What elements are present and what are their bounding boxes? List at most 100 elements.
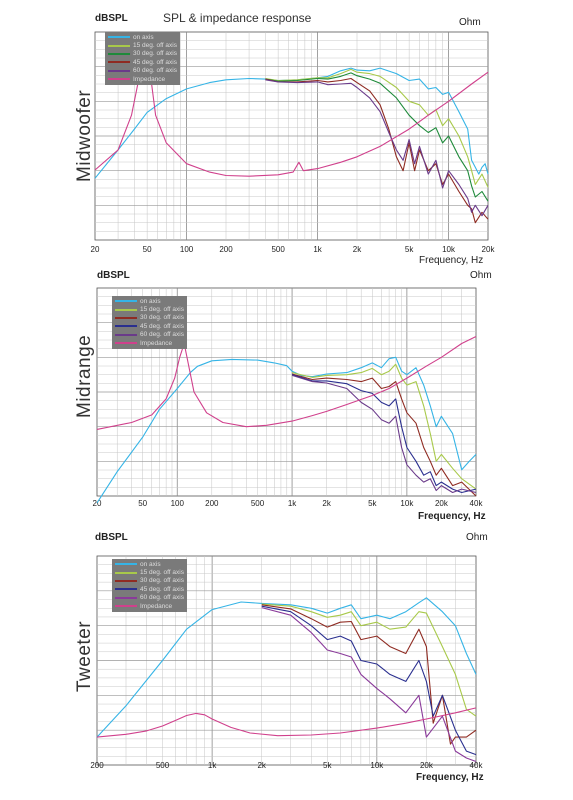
legend-item: 15 deg. off axis [115, 568, 184, 576]
series-line-30-deg-off-axis [261, 604, 477, 745]
legend-swatch [115, 571, 137, 574]
series-line-45-deg-off-axis [261, 605, 477, 756]
tweeter-plot: 200 500 1k 2k 5k 10k 20k 40k [90, 555, 484, 770]
x-tick-label: 20k [420, 761, 434, 770]
series-line-60-deg-off-axis [265, 79, 489, 217]
legend-item: on axis [115, 560, 184, 568]
x-tick-label: 1k [313, 245, 322, 254]
series-group [96, 336, 477, 504]
x-axis-label: Frequency, Hz [418, 511, 486, 522]
legend-item: 15 deg. off axis [108, 41, 177, 49]
legend: on axis 15 deg. off axis 30 deg. off axis 4… [112, 559, 187, 613]
series-line-45-deg-off-axis [291, 374, 477, 494]
x-tick-label: 2k [322, 499, 331, 508]
legend-swatch [108, 69, 130, 72]
x-tick-label: 50 [143, 245, 152, 254]
y-unit-right: Ohm [470, 270, 492, 281]
x-tick-label: 40k [470, 499, 484, 508]
legend-label: on axis [140, 560, 161, 568]
x-tick-label: 100 [180, 245, 194, 254]
legend-swatch [115, 579, 137, 582]
series-line-impedance [96, 336, 477, 430]
legend-item: 60 deg. off axis [115, 594, 184, 602]
legend-label: 45 deg. off axis [133, 58, 177, 66]
x-tick-label: 100 [171, 499, 185, 508]
y-unit-left: dBSPL [95, 13, 128, 24]
legend-item: 45 deg. off axis [115, 322, 184, 330]
legend-label: 30 deg. off axis [133, 50, 177, 58]
legend-item: 60 deg. off axis [115, 331, 184, 339]
tweeter-panel: dBSPL Ohm Tweeter 200 500 1k 2k 5k 10k 20k 40k … [0, 530, 573, 800]
legend-label: 30 deg. off axis [140, 314, 184, 322]
series-line-30-deg-off-axis [291, 373, 477, 497]
legend-label: 15 deg. off axis [133, 42, 177, 50]
legend-item: 60 deg. off axis [108, 67, 177, 75]
x-tick-label: 2k [353, 245, 362, 254]
x-tick-label: 20 [91, 245, 100, 254]
legend-item: 15 deg. off axis [115, 305, 184, 313]
y-unit-right: Ohm [466, 532, 488, 543]
y-unit-left: dBSPL [97, 270, 130, 281]
legend-swatch [115, 333, 137, 336]
legend-label: 15 deg. off axis [140, 569, 184, 577]
series-group [96, 597, 477, 763]
legend-item: on axis [115, 297, 184, 305]
legend-swatch [115, 300, 137, 303]
x-tick-label: 10k [442, 245, 456, 254]
legend-item: 30 deg. off axis [115, 314, 184, 322]
legend-swatch [115, 605, 137, 608]
legend-label: 45 deg. off axis [140, 322, 184, 330]
legend-item: 45 deg. off axis [115, 585, 184, 593]
legend-item: 30 deg. off axis [108, 50, 177, 58]
series-group [94, 38, 489, 224]
legend-item: Impedance [108, 75, 177, 83]
x-tick-label: 500 [156, 761, 170, 770]
x-tick-label: 5k [368, 499, 377, 508]
x-axis-label: Frequency, Hz [419, 255, 484, 266]
x-tick-label: 500 [251, 499, 265, 508]
legend: on axis 15 deg. off axis 30 deg. off axis 4… [112, 296, 187, 350]
legend-swatch [115, 316, 137, 319]
x-tick-label: 20 [93, 499, 102, 508]
x-tick-label: 500 [271, 245, 285, 254]
series-line-30-deg-off-axis [265, 72, 489, 202]
midwoofer-panel: dBSPL SPL & impedance response Ohm Midwo… [0, 0, 573, 268]
legend-item: Impedance [115, 602, 184, 610]
legend-item: 45 deg. off axis [108, 58, 177, 66]
legend-swatch [108, 44, 130, 47]
y-unit-left: dBSPL [95, 532, 128, 543]
series-line-60-deg-off-axis [291, 374, 477, 494]
x-tick-label: 200 [219, 245, 233, 254]
legend-label: Impedance [133, 75, 166, 83]
x-tick-label: 40k [470, 761, 484, 770]
legend-swatch [115, 325, 137, 328]
legend-label: on axis [140, 297, 161, 305]
x-tick-label: 20k [482, 245, 496, 254]
series-line-15-deg-off-axis [291, 363, 477, 490]
legend-item: on axis [108, 33, 177, 41]
legend-item: Impedance [115, 339, 184, 347]
series-line-60-deg-off-axis [261, 607, 477, 763]
series-line-45-deg-off-axis [265, 77, 489, 224]
legend-swatch [108, 61, 130, 64]
x-tick-label: 2k [257, 761, 266, 770]
y-unit-right: Ohm [459, 17, 481, 28]
series-line-15-deg-off-axis [265, 68, 489, 188]
series-line-on-axis [96, 356, 477, 504]
chart-title: SPL & impedance response [163, 11, 312, 25]
x-tick-label: 1k [208, 761, 217, 770]
x-tick-label: 200 [205, 499, 219, 508]
legend-swatch [108, 36, 130, 39]
x-tick-label: 1k [288, 499, 297, 508]
legend-swatch [108, 52, 130, 55]
legend-swatch [115, 588, 137, 591]
series-line-impedance [96, 707, 477, 738]
x-tick-label: 200 [90, 761, 104, 770]
legend-label: on axis [133, 33, 154, 41]
legend-label: 30 deg. off axis [140, 577, 184, 585]
series-line-on-axis [94, 67, 489, 179]
x-tick-label: 5k [323, 761, 332, 770]
midwoofer-plot: 20 50 100 200 500 1k 2k 5k 10k 20k [91, 31, 496, 254]
legend-swatch [115, 596, 137, 599]
legend-item: 30 deg. off axis [115, 577, 184, 585]
